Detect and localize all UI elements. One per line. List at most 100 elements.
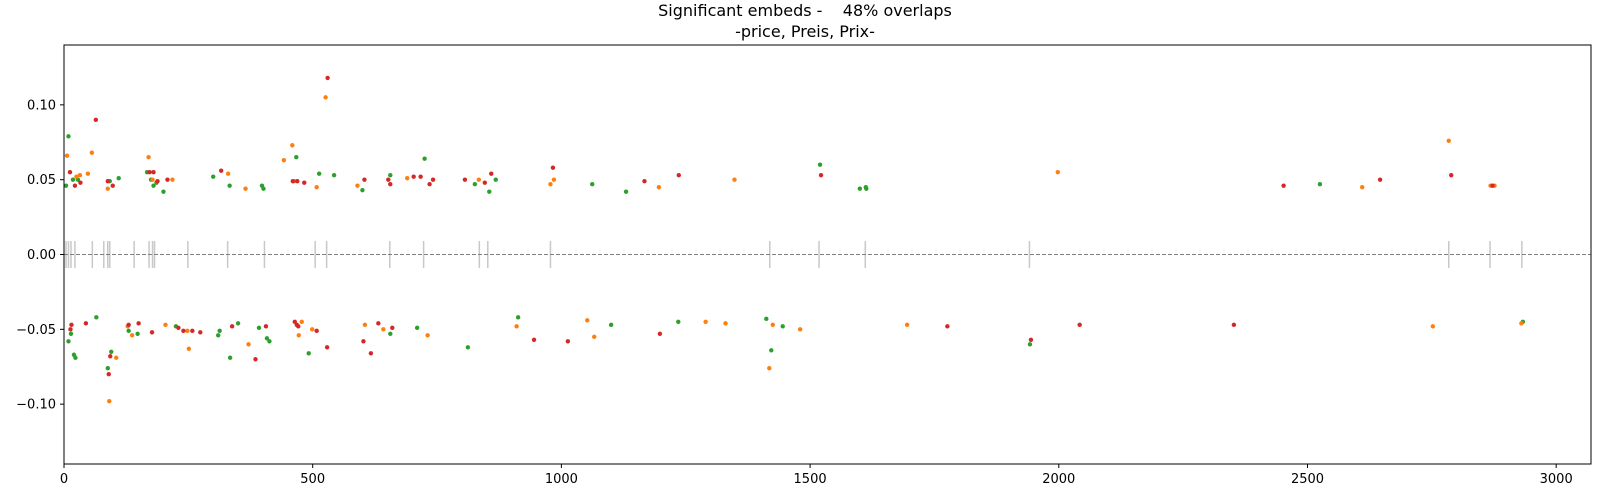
data-point (732, 177, 737, 182)
data-point (550, 165, 556, 170)
data-point (229, 324, 235, 329)
data-point (290, 143, 295, 148)
x-tick-label: 0 (60, 472, 68, 487)
data-point (945, 324, 950, 329)
data-point (68, 327, 73, 332)
data-point (1028, 337, 1034, 342)
data-point (77, 172, 83, 178)
data-point (430, 177, 436, 182)
data-point (146, 155, 151, 160)
data-point (386, 177, 391, 182)
data-point (1231, 322, 1237, 328)
data-point (388, 181, 393, 187)
data-point (314, 328, 319, 334)
data-point (864, 186, 869, 191)
data-point (472, 181, 478, 187)
data-point (78, 180, 83, 185)
data-point (74, 174, 79, 179)
chart-subtitle: -price, Preis, Prix- (735, 22, 875, 41)
data-point (116, 175, 121, 181)
data-point (390, 325, 395, 331)
data-point (299, 319, 304, 325)
data-point (487, 189, 492, 194)
data-point (590, 181, 595, 187)
y-tick-label: −0.10 (16, 398, 56, 413)
data-point (185, 328, 190, 334)
data-point (105, 186, 110, 191)
data-point (129, 333, 135, 338)
data-point (362, 322, 368, 328)
data-point (331, 172, 337, 178)
x-tick-label: 1000 (545, 472, 578, 487)
data-point (360, 187, 365, 193)
data-point (642, 178, 647, 184)
data-point (1377, 177, 1383, 182)
data-point (295, 178, 300, 184)
data-point (170, 177, 175, 182)
data-point (1519, 321, 1524, 326)
data-point (376, 321, 381, 326)
data-point (294, 155, 299, 160)
data-point (105, 178, 110, 184)
data-point (150, 177, 155, 182)
data-point (68, 331, 74, 337)
data-point (69, 322, 74, 328)
data-point (135, 331, 140, 337)
data-point (225, 171, 231, 176)
data-point (94, 315, 99, 320)
data-point (106, 372, 111, 377)
x-tick-label: 2000 (1042, 472, 1075, 487)
data-point (656, 184, 662, 190)
data-point (126, 328, 131, 334)
data-point (261, 186, 266, 191)
data-point (264, 336, 270, 341)
x-tick-label: 1500 (794, 472, 827, 487)
data-point (66, 339, 71, 344)
data-point (114, 355, 119, 360)
data-point (465, 345, 471, 350)
data-point (489, 171, 494, 176)
data-point (267, 339, 272, 344)
y-tick-label: 0.05 (27, 173, 56, 188)
data-point (817, 162, 823, 167)
data-point (857, 186, 863, 191)
data-point (657, 331, 663, 337)
data-point (256, 325, 262, 331)
y-tick-label: 0.00 (27, 248, 56, 263)
data-point (355, 183, 360, 188)
data-point (565, 339, 571, 344)
data-point (73, 355, 78, 360)
data-point (414, 325, 420, 331)
data-point (1281, 183, 1286, 188)
data-point (263, 324, 269, 329)
data-point (703, 319, 708, 325)
data-point (1077, 322, 1082, 328)
data-point (1359, 184, 1365, 190)
data-point (422, 156, 427, 161)
data-point (904, 322, 910, 328)
data-point (551, 177, 557, 182)
data-point (72, 183, 78, 188)
data-point (1027, 342, 1033, 347)
data-point (764, 316, 769, 322)
data-point (155, 178, 160, 184)
y-axis: −0.10 −0.05 0.00 0.05 0.10 (16, 98, 64, 413)
data-point (592, 334, 597, 340)
data-point (767, 366, 772, 371)
data-point (190, 328, 195, 334)
data-point (63, 183, 69, 188)
data-point (110, 183, 115, 188)
data-point (425, 333, 430, 338)
data-point (723, 321, 728, 326)
data-point (1446, 138, 1451, 143)
data-point (623, 189, 629, 194)
data-point (427, 181, 432, 187)
data-point (324, 345, 330, 350)
data-point (476, 177, 482, 182)
data-point (161, 189, 166, 194)
data-point (66, 134, 71, 139)
data-point (186, 346, 192, 351)
x-tick-label: 500 (300, 472, 325, 487)
data-point (151, 169, 156, 175)
